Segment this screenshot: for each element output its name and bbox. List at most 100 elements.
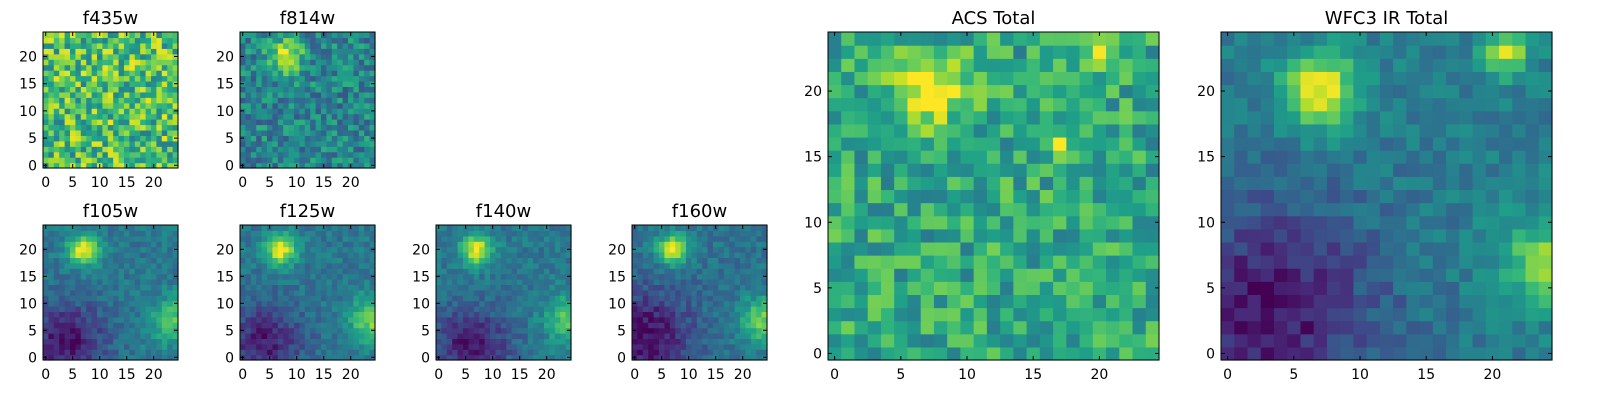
- heatmap-cell: [118, 316, 125, 323]
- heatmap-cell: [283, 102, 290, 109]
- heatmap-cell: [702, 316, 709, 323]
- heatmap-cell: [894, 84, 909, 99]
- heatmap-cell: [933, 58, 948, 72]
- heatmap-cell: [707, 300, 714, 307]
- heatmap-cell: [140, 327, 147, 334]
- heatmap-cell: [1053, 333, 1067, 348]
- heatmap-cell: [64, 262, 71, 269]
- heatmap-cell: [315, 48, 322, 55]
- heatmap-cell: [544, 235, 550, 242]
- heatmap-cell: [129, 119, 136, 126]
- heatmap-cell: [527, 322, 534, 329]
- heatmap-cell: [452, 246, 459, 253]
- heatmap-cell: [745, 230, 752, 237]
- heatmap-cell: [457, 333, 464, 339]
- heatmap-cell: [348, 119, 354, 126]
- heatmap-cell: [294, 268, 300, 275]
- heatmap-cell: [129, 48, 136, 55]
- heatmap-cell: [321, 230, 327, 237]
- heatmap-cell: [245, 86, 252, 93]
- heatmap-cell: [1260, 294, 1275, 309]
- heatmap-cell: [1145, 307, 1160, 322]
- heatmap-cell: [151, 284, 157, 291]
- heatmap-cell: [1000, 241, 1014, 256]
- heatmap-cell: [1446, 202, 1460, 217]
- heatmap-cell: [97, 230, 103, 237]
- heatmap-cell: [894, 307, 909, 322]
- heatmap-cell: [1079, 255, 1094, 269]
- heatmap-cell: [517, 235, 523, 242]
- heatmap-cell: [321, 300, 327, 307]
- heatmap-cell: [653, 311, 660, 318]
- heatmap-cell: [299, 230, 306, 237]
- heatmap-cell: [527, 273, 534, 280]
- heatmap-cell: [680, 343, 687, 350]
- heatmap-cell: [986, 215, 1001, 230]
- heatmap-cell: [463, 338, 469, 345]
- heatmap-cell: [250, 327, 257, 334]
- heatmap-cell: [632, 311, 638, 318]
- heatmap-cell: [172, 86, 179, 93]
- heatmap-cell: [675, 316, 682, 323]
- heatmap-cell: [267, 300, 273, 307]
- heatmap-cell: [369, 257, 376, 264]
- heatmap-cell: [947, 333, 961, 348]
- heatmap-cell: [321, 64, 327, 71]
- heatmap-cell: [544, 284, 550, 291]
- heatmap-cell: [288, 349, 295, 356]
- heatmap-cell: [272, 119, 279, 126]
- heatmap-cell: [1525, 281, 1540, 295]
- heatmap-cell: [80, 97, 87, 104]
- heatmap-cell: [828, 268, 842, 282]
- heatmap-cell: [1366, 150, 1381, 164]
- x-tick-label: 10: [680, 367, 698, 383]
- heatmap-cell: [124, 235, 130, 242]
- heatmap-cell: [140, 279, 147, 285]
- heatmap-cell: [272, 146, 279, 153]
- heatmap-cell: [353, 97, 360, 104]
- heatmap-cell: [1145, 202, 1160, 217]
- heatmap-cell: [1260, 255, 1275, 269]
- heatmap-cell: [675, 279, 682, 285]
- heatmap-cell: [102, 333, 109, 339]
- heatmap-cell: [80, 59, 87, 66]
- heatmap-cell: [1499, 176, 1513, 191]
- heatmap-cell: [1393, 241, 1407, 256]
- heatmap-cell: [151, 108, 157, 115]
- heatmap-cell: [331, 97, 338, 104]
- heatmap-cell: [245, 295, 252, 302]
- heatmap-cell: [283, 268, 290, 275]
- heatmap-cell: [554, 262, 561, 269]
- heatmap-cell: [250, 42, 257, 49]
- heatmap-cell: [134, 37, 141, 44]
- heatmap-cell: [1132, 268, 1147, 282]
- heatmap-cell: [250, 354, 257, 361]
- heatmap-cell: [267, 75, 273, 82]
- heatmap-cell: [140, 311, 147, 318]
- heatmap-cell: [245, 97, 252, 104]
- heatmap-cell: [637, 349, 644, 356]
- heatmap-cell: [1092, 123, 1107, 138]
- heatmap-cell: [484, 327, 491, 334]
- heatmap-cell: [118, 157, 125, 164]
- heatmap-cell: [250, 333, 257, 339]
- heatmap-cell: [369, 295, 376, 302]
- heatmap-cell: [129, 140, 136, 147]
- heatmap-cell: [713, 268, 719, 275]
- heatmap-cell: [337, 284, 344, 291]
- heatmap-cell: [500, 225, 507, 231]
- heatmap-cell: [500, 333, 507, 339]
- heatmap-cell: [140, 349, 147, 356]
- heatmap-cell: [283, 225, 290, 231]
- heatmap-cell: [102, 273, 109, 280]
- heatmap-cell: [1013, 84, 1028, 99]
- heatmap-cell: [342, 306, 349, 312]
- heatmap-cell: [245, 252, 252, 258]
- heatmap-cell: [342, 262, 349, 269]
- heatmap-cell: [337, 151, 344, 158]
- heatmap-cell: [86, 225, 93, 231]
- heatmap-cell: [745, 338, 752, 345]
- heatmap-cell: [468, 225, 475, 231]
- heatmap-cell: [1053, 150, 1067, 164]
